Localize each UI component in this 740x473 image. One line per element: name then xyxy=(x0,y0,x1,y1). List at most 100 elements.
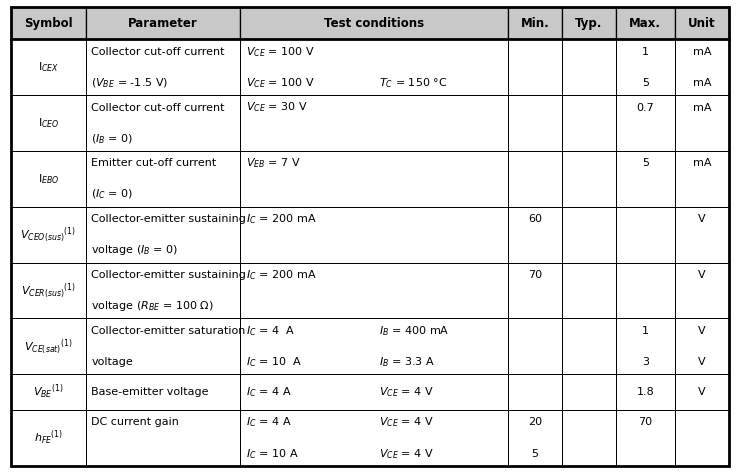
Bar xyxy=(11,263,86,318)
Bar xyxy=(86,95,240,151)
Text: mA: mA xyxy=(693,158,711,168)
Text: Parameter: Parameter xyxy=(128,17,198,30)
Bar xyxy=(675,151,729,207)
Bar xyxy=(86,39,240,95)
Bar xyxy=(675,263,729,318)
Bar xyxy=(562,95,616,151)
Bar xyxy=(11,151,86,207)
Bar xyxy=(11,207,86,263)
Text: 70: 70 xyxy=(528,270,542,280)
Text: 5: 5 xyxy=(642,78,649,88)
Bar xyxy=(508,410,562,466)
Bar xyxy=(240,39,508,95)
Text: I$_{CEO}$: I$_{CEO}$ xyxy=(38,116,59,130)
Text: $V_{CE}$ = 4 V: $V_{CE}$ = 4 V xyxy=(380,385,434,399)
Bar xyxy=(240,374,508,410)
Text: Max.: Max. xyxy=(629,17,662,30)
Bar xyxy=(86,151,240,207)
Text: 3: 3 xyxy=(642,357,649,367)
Text: Test conditions: Test conditions xyxy=(324,17,424,30)
Text: Collector cut-off current: Collector cut-off current xyxy=(92,103,225,113)
Text: $T_C$ = 150 °C: $T_C$ = 150 °C xyxy=(380,76,448,90)
Text: $I_C$ = 10  A: $I_C$ = 10 A xyxy=(246,355,302,369)
Text: $V_{CEO(sus)}$$^{(1)}$: $V_{CEO(sus)}$$^{(1)}$ xyxy=(21,225,76,244)
Bar xyxy=(675,39,729,95)
Text: Unit: Unit xyxy=(688,17,716,30)
Bar xyxy=(240,318,508,374)
Bar xyxy=(616,151,675,207)
Bar xyxy=(11,39,86,95)
Bar xyxy=(508,263,562,318)
Bar xyxy=(11,318,86,374)
Bar xyxy=(675,95,729,151)
Text: $I_C$ = 4 A: $I_C$ = 4 A xyxy=(246,416,292,429)
Text: ($I_C$ = 0): ($I_C$ = 0) xyxy=(92,188,134,201)
Bar xyxy=(508,374,562,410)
Text: Typ.: Typ. xyxy=(575,17,602,30)
Bar xyxy=(616,263,675,318)
Text: $V_{EB}$ = 7 V: $V_{EB}$ = 7 V xyxy=(246,157,300,170)
Text: 1.8: 1.8 xyxy=(636,387,654,397)
Bar xyxy=(508,7,562,39)
Text: $I_C$ = 10 A: $I_C$ = 10 A xyxy=(246,447,298,461)
Bar xyxy=(616,207,675,263)
Bar xyxy=(508,318,562,374)
Text: $V_{CER(sus)}$$^{(1)}$: $V_{CER(sus)}$$^{(1)}$ xyxy=(21,281,76,300)
Text: mA: mA xyxy=(693,78,711,88)
Bar xyxy=(562,318,616,374)
Bar xyxy=(675,207,729,263)
Text: $I_C$ = 4 A: $I_C$ = 4 A xyxy=(246,385,292,399)
Text: 70: 70 xyxy=(639,418,653,428)
Bar xyxy=(86,318,240,374)
Text: mA: mA xyxy=(693,103,711,113)
Text: 1: 1 xyxy=(642,47,649,57)
Text: V: V xyxy=(699,387,706,397)
Bar xyxy=(675,410,729,466)
Text: $V_{BE}$$^{(1)}$: $V_{BE}$$^{(1)}$ xyxy=(33,383,64,402)
Text: $V_{CE}$ = 100 V: $V_{CE}$ = 100 V xyxy=(246,76,314,90)
Text: 5: 5 xyxy=(531,449,538,459)
Text: $I_B$ = 400 mA: $I_B$ = 400 mA xyxy=(380,324,450,338)
Bar xyxy=(562,263,616,318)
Text: $V_{CE}$ = 30 V: $V_{CE}$ = 30 V xyxy=(246,101,308,114)
Bar xyxy=(562,39,616,95)
Bar xyxy=(86,410,240,466)
Bar xyxy=(616,95,675,151)
Bar xyxy=(675,374,729,410)
Bar xyxy=(240,207,508,263)
Text: Collector cut-off current: Collector cut-off current xyxy=(92,47,225,57)
Text: 1: 1 xyxy=(642,325,649,336)
Bar xyxy=(86,374,240,410)
Text: I$_{EBO}$: I$_{EBO}$ xyxy=(38,172,59,186)
Text: Min.: Min. xyxy=(520,17,549,30)
Text: Collector-emitter saturation: Collector-emitter saturation xyxy=(92,325,246,336)
Bar xyxy=(11,95,86,151)
Text: $V_{CE}$ = 4 V: $V_{CE}$ = 4 V xyxy=(380,416,434,429)
Bar xyxy=(562,151,616,207)
Bar xyxy=(675,7,729,39)
Bar xyxy=(675,318,729,374)
Text: $I_B$ = 3.3 A: $I_B$ = 3.3 A xyxy=(380,355,435,369)
Bar xyxy=(86,263,240,318)
Bar xyxy=(508,95,562,151)
Bar xyxy=(562,410,616,466)
Bar xyxy=(616,39,675,95)
Bar xyxy=(562,374,616,410)
Bar xyxy=(616,410,675,466)
Bar xyxy=(240,7,508,39)
Text: V: V xyxy=(699,357,706,367)
Text: V: V xyxy=(699,214,706,224)
Text: Emitter cut-off current: Emitter cut-off current xyxy=(92,158,217,168)
Text: voltage ($I_B$ = 0): voltage ($I_B$ = 0) xyxy=(92,243,179,257)
Bar xyxy=(562,7,616,39)
Bar xyxy=(11,7,86,39)
Text: 5: 5 xyxy=(642,158,649,168)
Text: $V_{CE(sat)}$$^{(1)}$: $V_{CE(sat)}$$^{(1)}$ xyxy=(24,337,73,356)
Text: V: V xyxy=(699,270,706,280)
Text: 60: 60 xyxy=(528,214,542,224)
Bar xyxy=(86,7,240,39)
Text: $I_C$ = 4  A: $I_C$ = 4 A xyxy=(246,324,295,338)
Text: ($V_{BE}$ = -1.5 V): ($V_{BE}$ = -1.5 V) xyxy=(92,76,169,90)
Text: $I_C$ = 200 mA: $I_C$ = 200 mA xyxy=(246,212,317,226)
Text: $I_C$ = 200 mA: $I_C$ = 200 mA xyxy=(246,268,317,282)
